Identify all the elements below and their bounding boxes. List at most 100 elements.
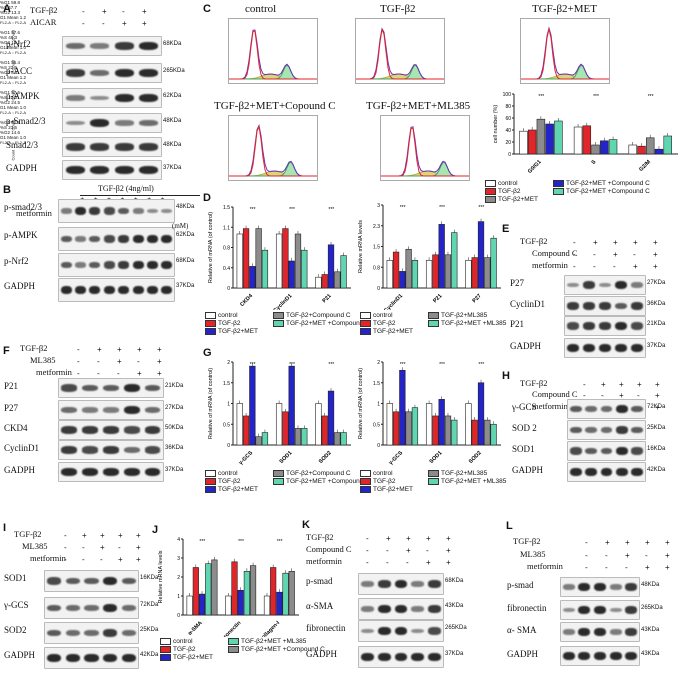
bar [242, 228, 250, 289]
blot-band [566, 343, 580, 353]
legend-swatch [205, 486, 216, 493]
bar [255, 436, 262, 446]
blot-band [82, 446, 99, 454]
condition-sign: - [137, 357, 140, 366]
legend-label: TGF-β2+Compound C [286, 312, 351, 320]
flow-stat-text: %S 46.3 [0, 35, 18, 40]
flow-axis-label: FL2-A :: FL2-A [0, 80, 27, 85]
histogram-outline [521, 26, 609, 80]
legend-swatch [273, 312, 284, 319]
bar [471, 257, 478, 289]
significance-marker: *** [289, 362, 295, 368]
blot-band [144, 426, 161, 434]
condition-label: Compound C [306, 544, 352, 554]
blot-band [614, 321, 628, 331]
blot-row-label: P27 [4, 403, 19, 413]
flow-histogram [355, 18, 445, 84]
condition-label: ML385 [30, 355, 56, 365]
blot-band [75, 285, 87, 295]
condition-sign: - [117, 369, 120, 378]
blot-band [103, 467, 119, 477]
legend-item: TGF-β2 [205, 478, 241, 485]
legend-g-right: control TGF-β2 TGF-β2+MET TGF-β2+ML385 TGF-β… [360, 470, 506, 502]
legend-item: TGF-β2+Compound C [273, 312, 351, 319]
blot-band [630, 282, 644, 288]
condition-label: metformin [30, 553, 66, 563]
bar [205, 563, 212, 616]
legend-item: TGF-β2+MET +Compound C [553, 180, 650, 187]
blot-band [47, 604, 62, 612]
bar [432, 254, 439, 289]
condition-sign: - [366, 558, 369, 567]
flow-histogram [228, 18, 318, 84]
bar [471, 419, 478, 446]
blot-band [121, 653, 136, 663]
condition-sign: + [613, 250, 618, 259]
blot-band [75, 236, 87, 242]
blot-band [82, 426, 99, 434]
blot-band [616, 446, 628, 456]
blot-band [65, 653, 80, 663]
blot-band [377, 626, 391, 636]
legend-label: TGF-β2+MET [218, 328, 259, 336]
blot-band [139, 68, 159, 78]
blot-band [121, 577, 136, 585]
condition-sign: - [605, 551, 608, 560]
panel-letter-l: L [506, 520, 513, 532]
condition-sign: - [366, 546, 369, 555]
legend-swatch [360, 478, 371, 485]
bar [321, 274, 328, 289]
blot-row-label: SOD1 [512, 444, 535, 454]
blot-band [578, 627, 591, 637]
legend-d-right: control TGF-β2 TGF-β2+MET TGF-β2+ML385 TGF-β… [360, 312, 506, 344]
blot-row-label: p-AMPK [6, 91, 40, 101]
panel-letter-i: I [3, 522, 7, 534]
condition-sign: + [142, 7, 147, 16]
blot-band [562, 629, 575, 635]
blot-strip [44, 597, 139, 619]
molecular-weight-label: 25KDa [647, 425, 666, 431]
condition-label: TGF-β2 [20, 343, 48, 353]
blot-band [428, 627, 441, 635]
blot-band [394, 652, 408, 662]
flow-axis-label: FL2-A :: FL2-A [0, 50, 27, 55]
legend-swatch [205, 320, 216, 327]
blot-band [594, 605, 606, 615]
legend-swatch [205, 478, 216, 485]
blot-strip [564, 316, 646, 336]
blot-band [428, 605, 441, 613]
legend-label: TGF-β2 [373, 478, 396, 486]
flow-y-label: Count [10, 149, 16, 161]
blot-band [61, 426, 78, 434]
blot-band [60, 208, 72, 214]
condition-sign: + [82, 531, 87, 540]
mrna-bar-chart-g-right: 0 0.5 1 1.5 2 Relative of mRNA (of control) γ-… [358, 360, 501, 466]
blot-band [569, 426, 582, 434]
blot-band [630, 322, 644, 330]
flow-stat-text: %G1 59.8 [0, 0, 21, 5]
blot-strip [62, 113, 162, 133]
flow-stat-text: %G2 13.3 [0, 10, 21, 15]
blot-band [585, 427, 597, 433]
blot-band [65, 143, 85, 151]
blot-band [144, 446, 161, 454]
legend-label: TGF-β2+MET [218, 486, 259, 494]
blot-band [625, 628, 638, 636]
blot-band [598, 322, 612, 330]
molecular-weight-label: 72KDa [647, 404, 666, 410]
condition-sign: - [585, 551, 588, 560]
bar [600, 140, 609, 155]
blot-strip [62, 63, 162, 83]
blot-strip [358, 598, 444, 620]
bar [198, 593, 206, 616]
legend-item: TGF-β2 [160, 646, 196, 653]
condition-sign: - [386, 546, 389, 555]
bar [231, 561, 238, 616]
y-axis-label: Relative mRNA levels [158, 550, 164, 603]
blot-band [123, 447, 140, 453]
panel-letter-c: C [203, 3, 211, 15]
blot-band [631, 447, 644, 455]
condition-sign: + [655, 391, 660, 400]
blot-band [161, 208, 173, 214]
blot-band [75, 206, 87, 216]
